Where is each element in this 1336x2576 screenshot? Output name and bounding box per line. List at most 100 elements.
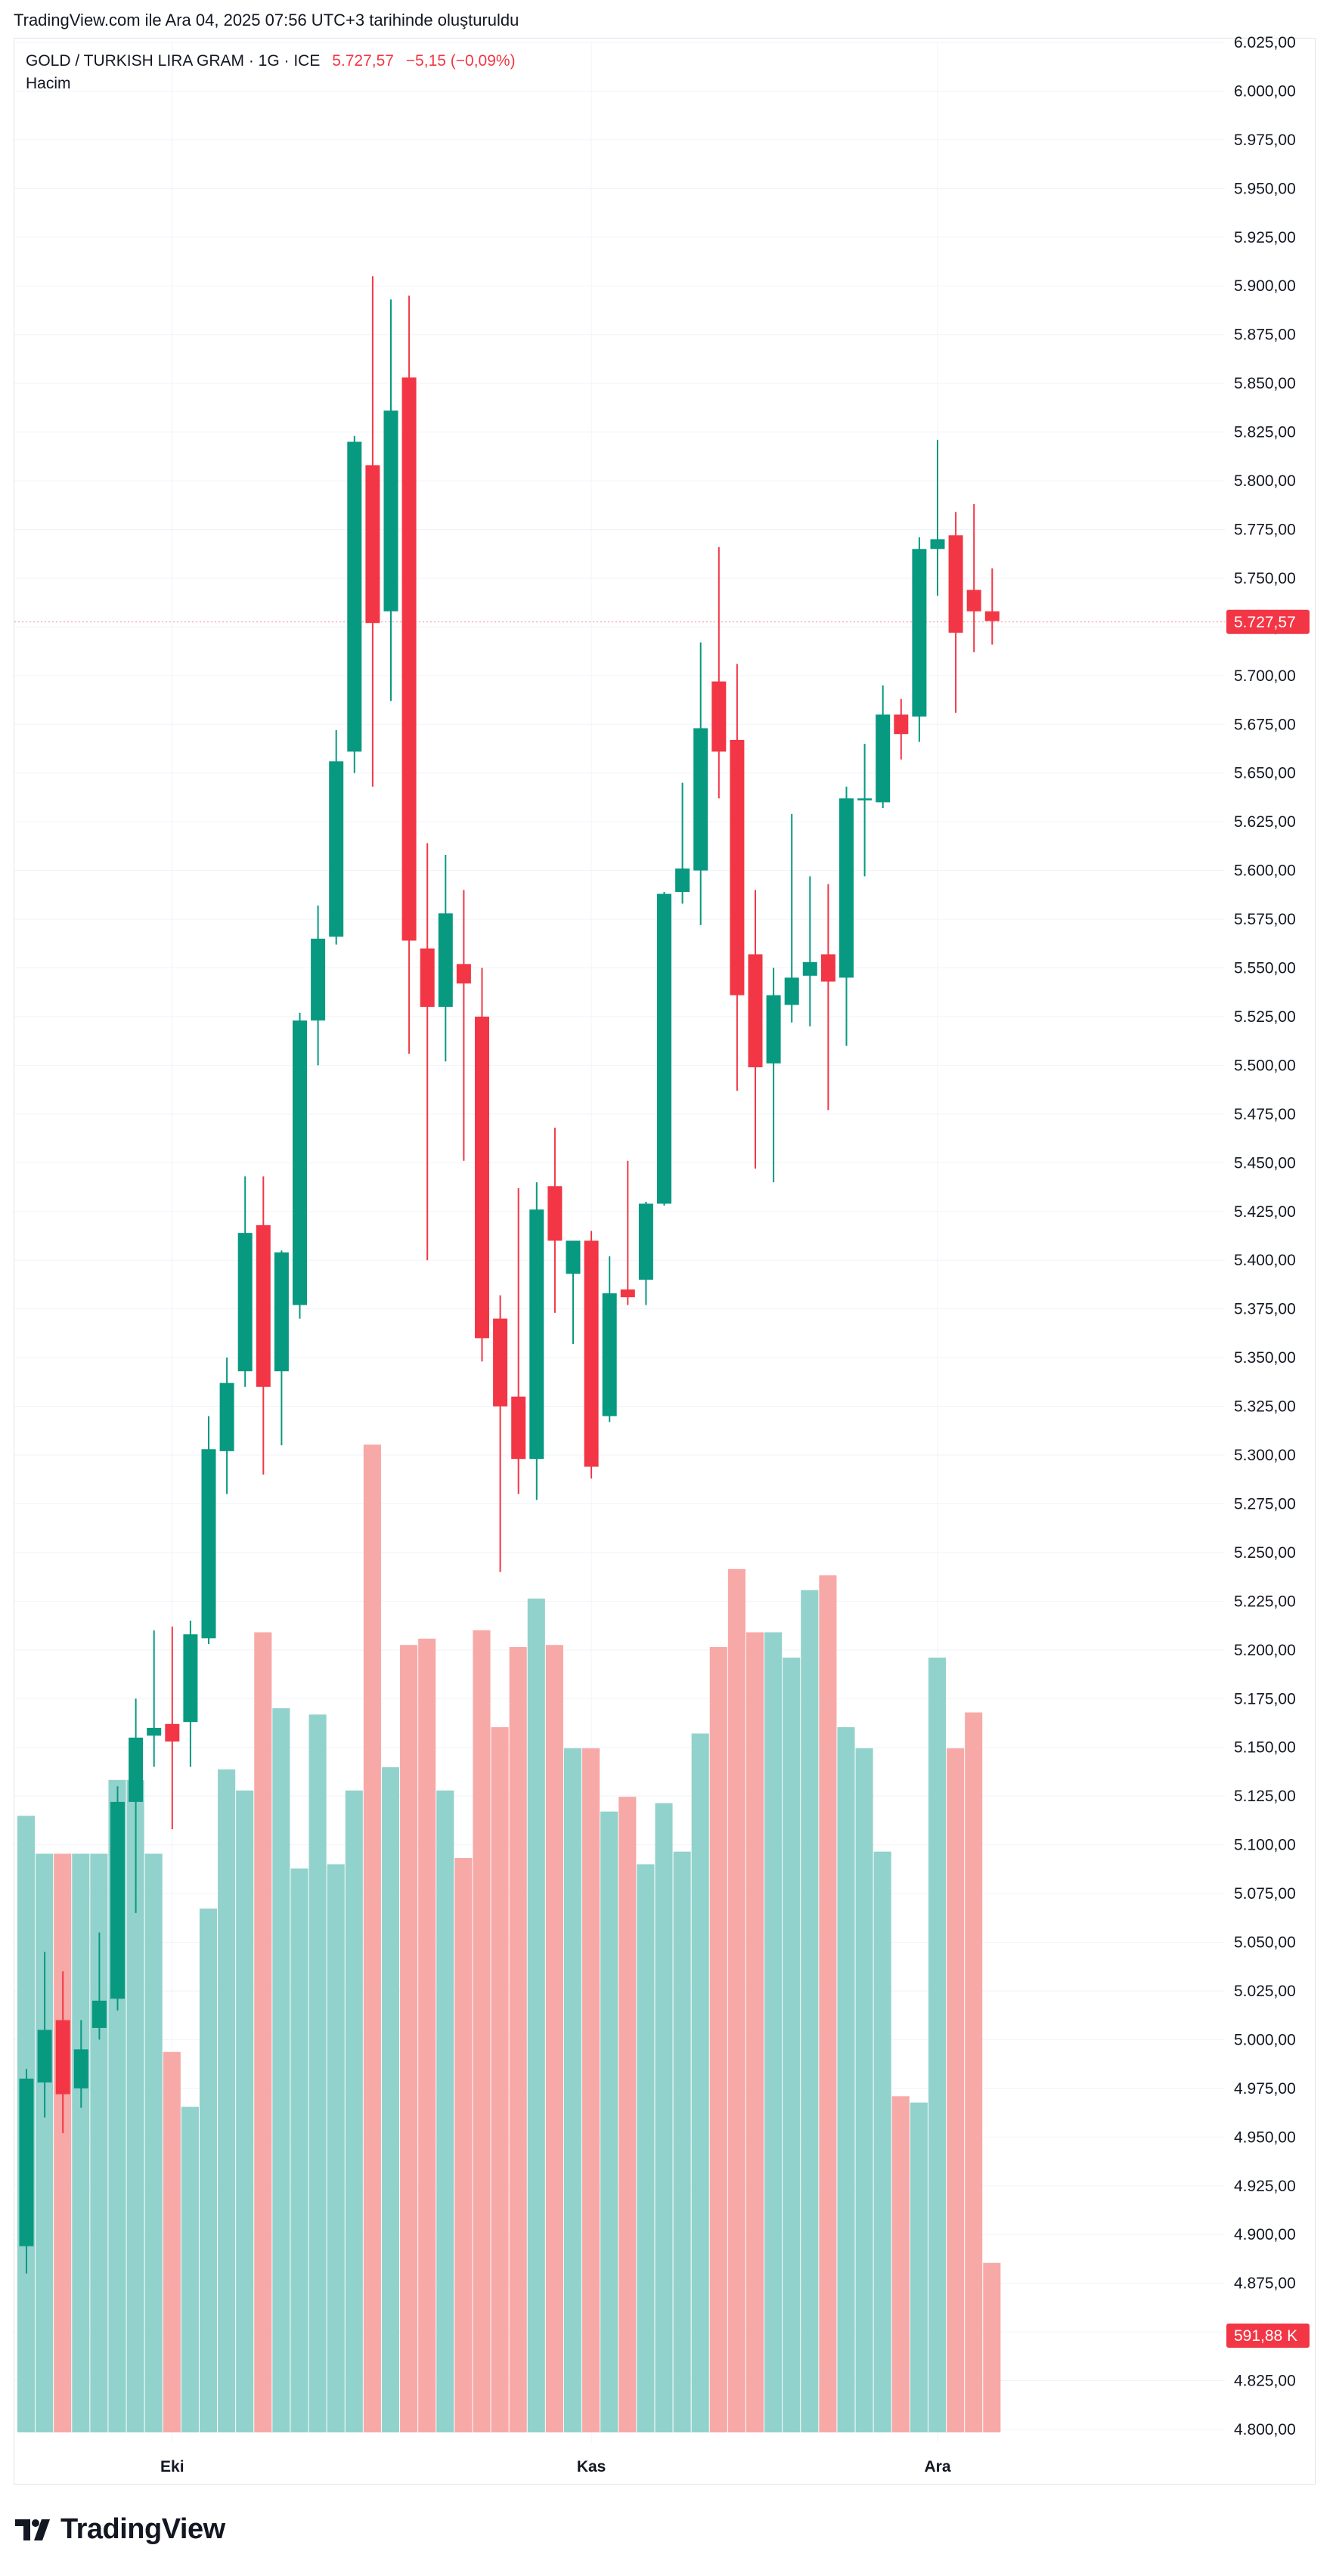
candle[interactable] xyxy=(912,537,927,742)
candle[interactable] xyxy=(37,1952,52,2118)
candle[interactable] xyxy=(147,1630,162,1767)
candle-body xyxy=(91,2000,107,2028)
candle[interactable] xyxy=(456,890,471,1161)
candle[interactable] xyxy=(984,568,1000,645)
candle[interactable] xyxy=(948,512,963,713)
price-tick-label: 4.900,00 xyxy=(1234,2226,1296,2243)
candle[interactable] xyxy=(876,685,891,809)
volume-bar xyxy=(218,1769,236,2432)
candle[interactable] xyxy=(383,299,398,701)
candle[interactable] xyxy=(183,1621,198,1767)
volume-bar xyxy=(637,1864,655,2432)
candle[interactable] xyxy=(748,890,763,1169)
volume-bar xyxy=(983,2262,1001,2432)
volume-bar xyxy=(947,1748,965,2432)
candle[interactable] xyxy=(930,439,945,596)
candle[interactable] xyxy=(511,1187,526,1494)
candle-body xyxy=(802,961,817,976)
candle[interactable] xyxy=(547,1127,563,1313)
price-tick-label: 5.850,00 xyxy=(1234,375,1296,392)
candle-body xyxy=(602,1293,617,1416)
candle-body xyxy=(493,1318,508,1407)
candle[interactable] xyxy=(274,1250,289,1446)
candle[interactable] xyxy=(584,1231,599,1478)
candle[interactable] xyxy=(311,906,326,1066)
symbol-label[interactable]: GOLD / TURKISH LIRA GRAM · 1G · ICE xyxy=(26,52,321,70)
candle-body xyxy=(711,681,727,752)
candle-body xyxy=(839,798,854,978)
legend-price: 5.727,57 xyxy=(332,52,394,70)
volume-bar xyxy=(764,1632,783,2432)
candle[interactable] xyxy=(91,1932,107,2040)
candle-body xyxy=(274,1252,289,1372)
candle[interactable] xyxy=(219,1358,234,1494)
price-tick-label: 5.100,00 xyxy=(1234,1837,1296,1854)
volume-bar xyxy=(618,1797,637,2432)
candle[interactable] xyxy=(256,1176,271,1475)
candle[interactable] xyxy=(55,1971,70,2134)
volume-bar xyxy=(491,1727,509,2432)
candle[interactable] xyxy=(201,1416,216,1645)
time-tick-label: Kas xyxy=(577,2458,606,2475)
candle-body xyxy=(984,611,1000,621)
price-tick-label: 5.950,00 xyxy=(1234,180,1296,197)
candle[interactable] xyxy=(19,2069,34,2274)
candle[interactable] xyxy=(129,1698,144,1913)
candle-body xyxy=(438,913,453,1008)
candle[interactable] xyxy=(420,843,435,1261)
price-tick-label: 4.800,00 xyxy=(1234,2421,1296,2438)
candle[interactable] xyxy=(493,1295,508,1572)
candle[interactable] xyxy=(529,1182,544,1500)
price-tick-label: 4.825,00 xyxy=(1234,2373,1296,2390)
candle[interactable] xyxy=(293,1012,307,1319)
volume-bar xyxy=(54,1853,72,2432)
candle[interactable] xyxy=(857,744,873,877)
volume-bar xyxy=(199,1908,218,2432)
candle[interactable] xyxy=(329,730,344,945)
candle[interactable] xyxy=(693,642,708,925)
price-tick-label: 5.275,00 xyxy=(1234,1495,1296,1512)
candle[interactable] xyxy=(638,1201,653,1305)
candle[interactable] xyxy=(894,698,909,760)
volume-bar xyxy=(381,1767,400,2432)
candle[interactable] xyxy=(730,664,745,1091)
candle[interactable] xyxy=(784,813,799,1023)
candle-body xyxy=(857,798,873,800)
volume-bar xyxy=(72,1853,90,2432)
candle[interactable] xyxy=(365,276,380,787)
candle[interactable] xyxy=(347,435,362,773)
candle-body xyxy=(748,954,763,1068)
price-tick-label: 4.950,00 xyxy=(1234,2129,1296,2146)
candle-body xyxy=(511,1396,526,1460)
candle[interactable] xyxy=(620,1160,635,1305)
candle[interactable] xyxy=(675,782,690,904)
tradingview-logo[interactable]: TradingView xyxy=(15,2513,225,2546)
candle[interactable] xyxy=(73,2020,88,2108)
candle[interactable] xyxy=(966,503,981,652)
candle[interactable] xyxy=(438,855,453,1062)
candle[interactable] xyxy=(820,884,835,1110)
price-tick-label: 5.150,00 xyxy=(1234,1739,1296,1757)
candle[interactable] xyxy=(237,1176,253,1387)
candle-body xyxy=(19,2078,34,2246)
price-tick-label: 5.575,00 xyxy=(1234,911,1296,928)
candle[interactable] xyxy=(401,296,417,1054)
candle[interactable] xyxy=(802,876,817,1026)
candle[interactable] xyxy=(766,968,781,1183)
price-tick-label: 5.325,00 xyxy=(1234,1398,1296,1416)
volume-bar xyxy=(910,2102,928,2432)
price-tick-label: 5.250,00 xyxy=(1234,1544,1296,1562)
volume-bar xyxy=(181,2107,199,2432)
candle[interactable] xyxy=(475,968,489,1362)
candle[interactable] xyxy=(110,1786,125,2011)
candle[interactable] xyxy=(165,1626,180,1829)
candle[interactable] xyxy=(711,546,727,799)
candle[interactable] xyxy=(566,1240,581,1345)
candle[interactable] xyxy=(657,891,671,1206)
candle[interactable] xyxy=(602,1256,617,1423)
candle-body xyxy=(129,1737,144,1802)
candle[interactable] xyxy=(839,786,854,1046)
candle-body xyxy=(948,535,963,633)
price-tick-label: 5.675,00 xyxy=(1234,716,1296,733)
